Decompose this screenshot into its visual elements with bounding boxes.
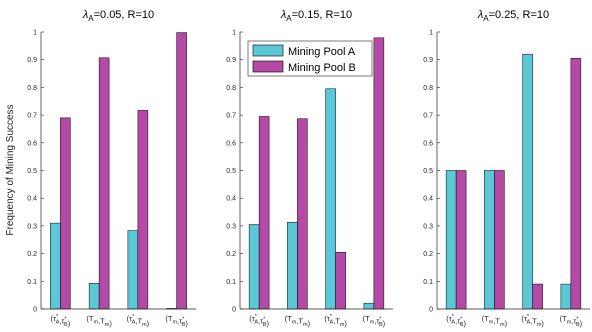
legend-label-pool-a: Mining Pool A: [288, 46, 356, 58]
y-tick-label: 0: [232, 307, 236, 314]
y-tick-label: 0.9: [423, 57, 433, 64]
bar-pool-a: [484, 170, 495, 310]
bar-pool-b: [258, 116, 270, 310]
bar-pool-a: [248, 224, 260, 310]
y-tick-label: 0.2: [226, 251, 236, 258]
y-tick-label: 1: [232, 30, 236, 37]
bar-pool-a: [445, 170, 457, 310]
y-tick-label: 0.6: [226, 140, 236, 147]
legend-label-pool-b: Mining Pool B: [288, 62, 356, 74]
bar-pool-b: [297, 118, 308, 310]
bar-pool-a: [560, 283, 572, 310]
bar-pool-b: [176, 32, 187, 310]
y-tick-label: 0.2: [27, 251, 37, 258]
y-tick-label: 0.9: [226, 57, 236, 64]
category-label: (Tm,Tm): [86, 314, 112, 328]
y-tick-label: 0.7: [27, 113, 37, 120]
y-tick-label: 0.7: [423, 113, 433, 120]
y-tick-label: 0.5: [226, 168, 236, 175]
y-tick-label: 1: [429, 30, 433, 37]
subplot-title: λA=0.15, R=10: [280, 9, 352, 23]
bar-pool-b: [532, 283, 543, 310]
bar-pool-a: [363, 302, 375, 310]
bar-pool-a: [127, 230, 139, 310]
y-tick-label: 0.1: [27, 279, 37, 286]
subplot-title: λA=0.25, R=10: [477, 9, 549, 23]
y-tick-label: 0.8: [226, 85, 236, 92]
category-label: (τ* A,Tm): [521, 314, 544, 328]
y-tick-label: 0.4: [226, 196, 236, 203]
legend-swatch-pool-b: [252, 60, 284, 73]
y-tick-label: 1: [33, 30, 37, 37]
y-tick-label: 0.2: [423, 251, 433, 258]
y-axis-label: Frequency of Mining Success: [5, 104, 16, 235]
bar-pool-b: [60, 117, 71, 310]
y-tick-label: 0.7: [226, 113, 236, 120]
bar-pool-b: [570, 58, 582, 310]
legend-swatch-pool-a: [252, 44, 284, 57]
bar-pool-b: [335, 251, 346, 310]
y-tick-label: 0.4: [423, 196, 433, 203]
bar-pool-b: [98, 57, 110, 310]
bar-pool-a: [325, 88, 336, 310]
y-tick-label: 0.1: [226, 279, 236, 286]
bar-pool-a: [522, 53, 533, 310]
y-tick-label: 0.8: [423, 85, 433, 92]
bar-pool-a: [88, 282, 100, 310]
subplot-2: 0 0.1 0.2 0.3 0.4 0.5 0.6 0.7 0.8 0.9 1 (τ* A,τ* B) (T…: [226, 9, 393, 328]
subplot-1: 0 0.1 0.2 0.3 0.4 0.5 0.6 0.7 0.8 0.9 1 (τ* A,τ* B) (T…: [27, 9, 196, 328]
subplot-3: 0 0.1 0.2 0.3 0.4 0.5 0.6 0.7 0.8 0.9 1 (τ* A,τ* B) (T…: [423, 9, 590, 328]
y-tick-label: 0.3: [226, 223, 236, 230]
bar-pool-b: [373, 37, 385, 310]
y-tick-label: 0.3: [27, 223, 37, 230]
category-label: (Tm,τ* B): [165, 314, 188, 328]
bar-pool-b: [455, 170, 467, 310]
y-tick-label: 0: [33, 307, 37, 314]
y-tick-label: 0.6: [423, 140, 433, 147]
category-label: (Tm,Tm): [285, 314, 311, 328]
category-label: (τ* A,τ* B): [51, 314, 71, 328]
bar-pool-b: [137, 110, 149, 310]
category-label: (Tm,τ* B): [560, 314, 583, 328]
legend: Mining Pool A Mining Pool B: [247, 40, 373, 77]
category-label: (τ* A,Tm): [324, 314, 347, 328]
y-tick-label: 0.8: [27, 85, 37, 92]
bar-pool-a: [50, 222, 61, 310]
y-tick-label: 0.5: [27, 168, 37, 175]
y-tick-label: 0.3: [423, 223, 433, 230]
category-label: (Tm,τ* B): [363, 314, 386, 328]
y-tick-label: 0: [429, 307, 433, 314]
y-tick-label: 0.5: [423, 168, 433, 175]
category-label: (τ* A,Tm): [127, 314, 150, 328]
subplot-title: λA=0.05, R=10: [82, 9, 154, 23]
y-tick-label: 0.6: [27, 140, 37, 147]
bar-pool-b: [494, 170, 505, 310]
y-tick-label: 0.9: [27, 57, 37, 64]
category-label: (τ* A,τ* B): [446, 314, 466, 328]
category-label: (Tm,Tm): [482, 314, 508, 328]
bar-pool-a: [287, 222, 298, 310]
category-label: (τ* A,τ* B): [249, 314, 269, 328]
y-tick-label: 0.1: [423, 279, 433, 286]
y-tick-label: 0.4: [27, 196, 37, 203]
